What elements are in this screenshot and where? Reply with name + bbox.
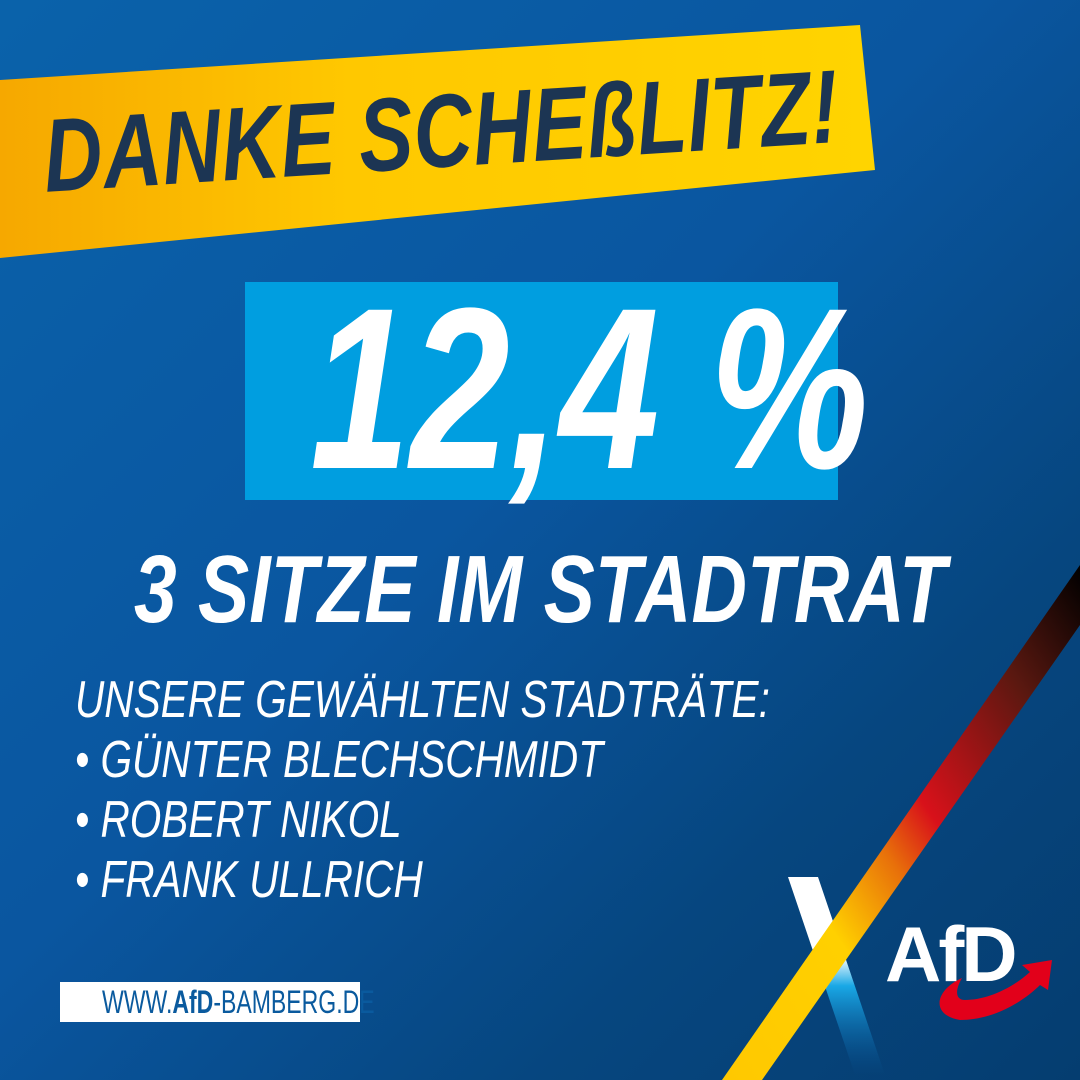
result-box: 12,4 %	[245, 274, 869, 504]
list-item: • FRANK ULLRICH	[75, 851, 423, 909]
list-item: • GÜNTER BLECHSCHMIDT	[75, 731, 603, 789]
flag-stripe	[722, 565, 1080, 1080]
afd-logo: AfD	[885, 910, 1018, 998]
website-link[interactable]: WWW.AfD-BAMBERG.DE	[60, 982, 375, 1022]
url-prefix: WWW.	[101, 984, 173, 1020]
list-item: • ROBERT NIKOL	[75, 791, 402, 849]
afd-logo-arrow-icon	[939, 960, 1052, 1020]
result-percentage: 12,4 %	[310, 260, 869, 517]
seats-text: 3 SITZE IM STADTRAT	[133, 536, 947, 643]
list-heading: UNSERE GEWÄHLTEN STADTRÄTE:	[75, 671, 770, 729]
councillor-list: UNSERE GEWÄHLTEN STADTRÄTE: • GÜNTER BLE…	[75, 670, 770, 910]
url-brand: AfD	[172, 984, 214, 1020]
headline-banner	[0, 25, 875, 258]
x-mark-icon	[788, 877, 885, 1075]
url-suffix: -BAMBERG.DE	[213, 984, 375, 1020]
